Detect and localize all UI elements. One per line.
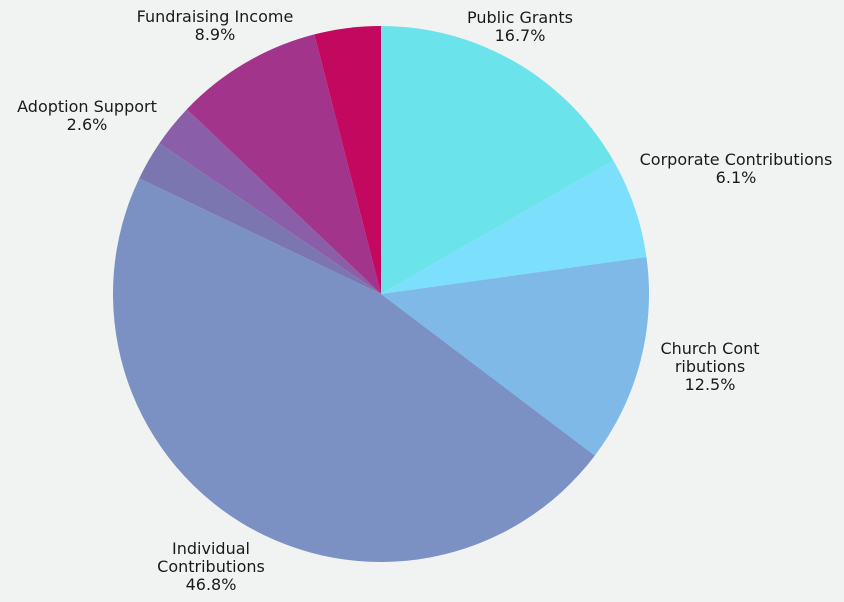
label-adoption-support: Adoption Support 2.6%: [17, 98, 157, 134]
label-public-grants: Public Grants 16.7%: [467, 9, 573, 45]
label-church-contributions-value: 12.5%: [684, 375, 736, 394]
label-corporate-contributions: Corporate Contributions 6.1%: [640, 151, 833, 187]
label-corporate-contributions-name: Corporate Contributions: [639, 150, 833, 169]
label-fundraising-income: Fundraising Income 8.9%: [137, 8, 294, 44]
label-fundraising-income-name: Fundraising Income: [136, 7, 294, 26]
pie-slice-6: [186, 34, 381, 295]
label-individual-contributions-name: Individual Contributions: [157, 539, 265, 576]
label-individual-contributions-value: 46.8%: [185, 575, 237, 594]
label-public-grants-name: Public Grants: [467, 8, 573, 27]
label-adoption-support-value: 2.6%: [66, 115, 108, 134]
pie-slice-2: [381, 257, 649, 456]
label-fundraising-income-value: 8.9%: [194, 25, 236, 44]
pie-slice-0: [381, 26, 614, 294]
label-public-grants-value: 16.7%: [494, 26, 546, 45]
pie-slice-5: [159, 109, 381, 294]
pie-slice-7: [314, 26, 381, 294]
pie-slice-3: [112, 178, 595, 563]
label-church-contributions: Church Contributions 12.5%: [658, 340, 762, 394]
label-church-contributions-name: Church Contributions: [660, 339, 760, 376]
label-adoption-support-name: Adoption Support: [17, 97, 157, 116]
label-corporate-contributions-value: 6.1%: [715, 168, 757, 187]
pie-slice-1: [381, 160, 647, 294]
label-individual-contributions: Individual Contributions 46.8%: [150, 540, 272, 594]
pie-slice-4: [139, 143, 381, 294]
